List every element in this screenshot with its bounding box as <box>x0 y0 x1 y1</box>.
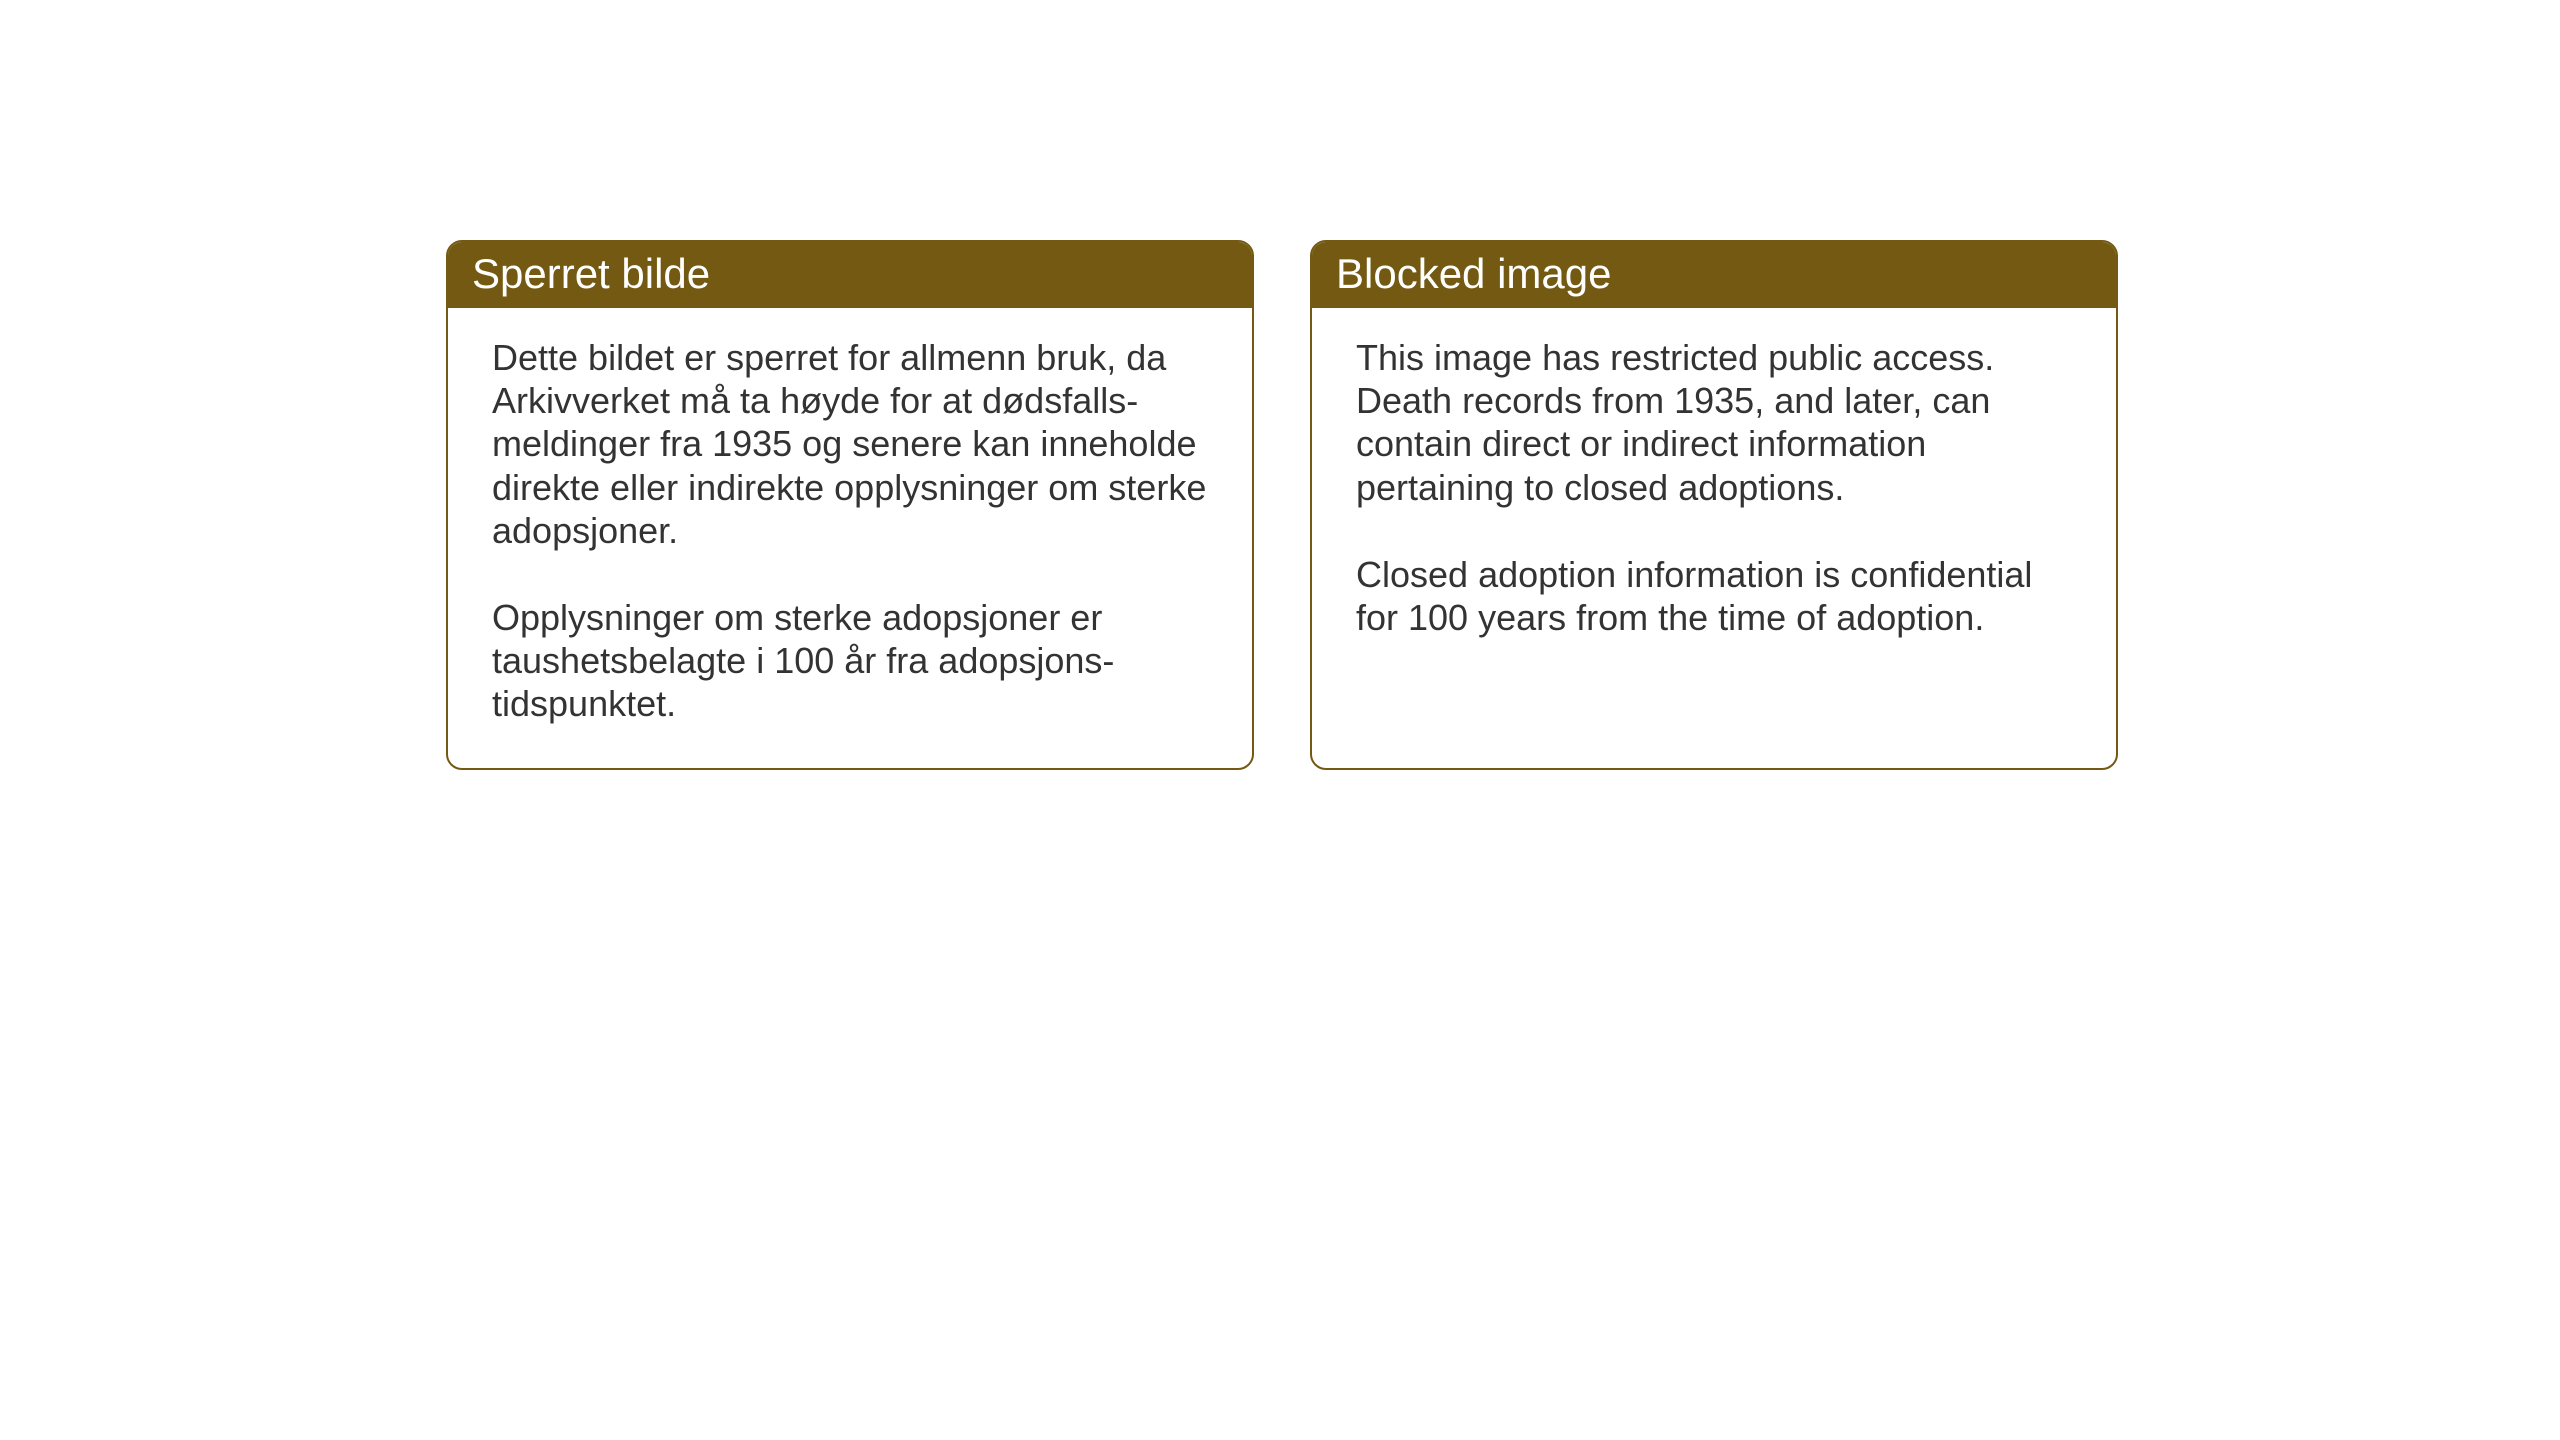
notice-header-english: Blocked image <box>1312 242 2116 308</box>
notice-body-norwegian: Dette bildet er sperret for allmenn bruk… <box>448 308 1252 768</box>
notice-paragraph-2-english: Closed adoption information is confident… <box>1356 553 2072 639</box>
notice-paragraph-1-norwegian: Dette bildet er sperret for allmenn bruk… <box>492 336 1208 552</box>
notice-container: Sperret bilde Dette bildet er sperret fo… <box>446 240 2118 770</box>
notice-body-english: This image has restricted public access.… <box>1312 308 2116 748</box>
notice-title-norwegian: Sperret bilde <box>472 250 710 297</box>
notice-card-norwegian: Sperret bilde Dette bildet er sperret fo… <box>446 240 1254 770</box>
notice-title-english: Blocked image <box>1336 250 1611 297</box>
notice-header-norwegian: Sperret bilde <box>448 242 1252 308</box>
notice-paragraph-1-english: This image has restricted public access.… <box>1356 336 2072 509</box>
notice-paragraph-2-norwegian: Opplysninger om sterke adopsjoner er tau… <box>492 596 1208 726</box>
notice-card-english: Blocked image This image has restricted … <box>1310 240 2118 770</box>
